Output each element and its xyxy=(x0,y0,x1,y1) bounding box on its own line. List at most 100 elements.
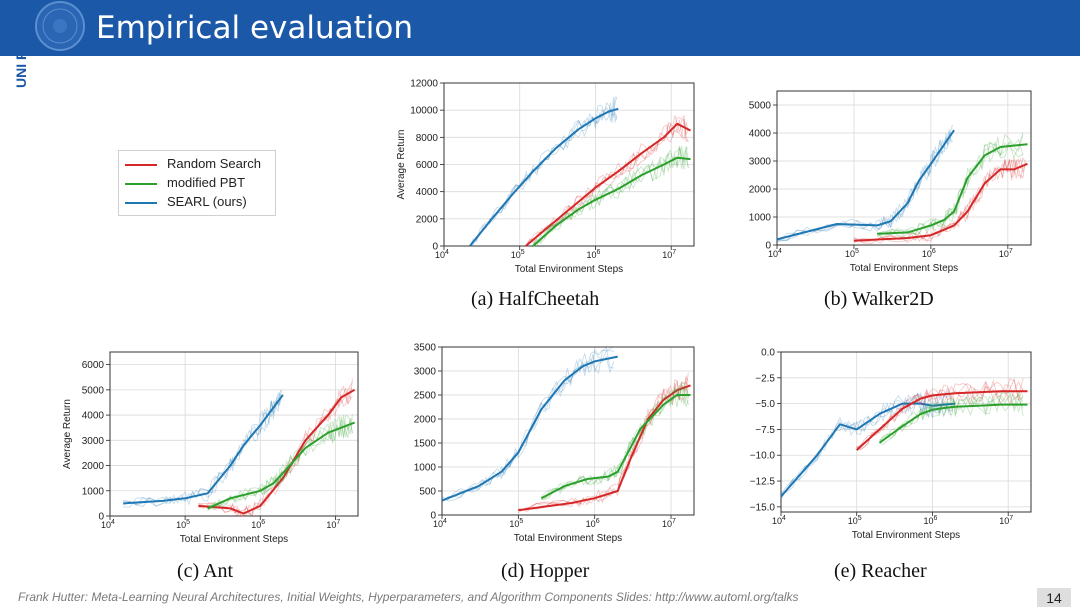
chart-4-x-axis-label: Total Environment Steps xyxy=(852,530,960,541)
chart-3-series-line-modified-pbt xyxy=(540,394,691,500)
chart-2-y-tick-label: 6000 xyxy=(82,360,105,371)
university-seal-icon xyxy=(35,1,85,51)
chart-4-series-line-searl-ours xyxy=(780,402,956,498)
chart-1-y-tick-label: 0 xyxy=(765,241,771,252)
chart-3-run-trace xyxy=(540,382,689,497)
chart-2-y-tick-label: 5000 xyxy=(82,385,105,396)
chart-1-axes-frame xyxy=(776,90,1032,246)
chart-4-y-tick-label: −10.0 xyxy=(750,451,776,462)
logo-text: UNI FREIBURG xyxy=(13,4,29,88)
legend-line-searl xyxy=(125,201,157,204)
legend-label-modified-pbt: modified PBT xyxy=(167,175,246,190)
chart-0-x-tick-label: 105 xyxy=(511,249,525,260)
chart-4-y-tick-label: −7.5 xyxy=(755,425,775,436)
chart-2-series-line-modified-pbt xyxy=(207,421,355,510)
chart-0-y-axis-label: Average Return xyxy=(396,130,407,200)
chart-0-y-tick-label: 2000 xyxy=(416,214,439,225)
caption-ant: (c) Ant xyxy=(177,560,234,582)
chart-1-run-trace xyxy=(876,133,1024,237)
chart-1-run-trace xyxy=(853,157,1026,243)
chart-0-series-line-random-search xyxy=(525,122,691,247)
chart-4-y-tick-label: −5.0 xyxy=(755,399,775,410)
chart-2-y-axis-label: Average Return xyxy=(62,399,73,469)
chart-1-series-line-searl-ours xyxy=(776,129,955,241)
chart-3-y-tick-label: 2000 xyxy=(414,415,437,426)
chart-2-series-line-searl-ours xyxy=(123,394,284,505)
caption-walker2d: (b) Walker2D xyxy=(824,288,934,310)
chart-0-y-tick-label: 8000 xyxy=(416,133,439,144)
chart-0-run-trace xyxy=(525,115,689,247)
chart-1-run-trace xyxy=(876,134,1024,239)
chart-0-y-tick-label: 12000 xyxy=(410,79,438,90)
slide-header xyxy=(0,0,1080,56)
chart-2-axes-frame xyxy=(109,351,359,517)
chart-4-y-tick-label: −12.5 xyxy=(750,477,776,488)
chart-0-run-trace xyxy=(532,145,689,246)
chart-1-x-tick-label: 106 xyxy=(922,248,936,259)
chart-3-x-axis-label: Total Environment Steps xyxy=(514,533,622,544)
legend-line-modified-pbt xyxy=(125,182,157,185)
chart-1-y-tick-label: 1000 xyxy=(749,213,772,224)
chart-2-plot-area xyxy=(110,352,358,516)
chart-1-run-trace xyxy=(776,133,953,243)
chart-2-y-tick-label: 0 xyxy=(98,512,104,523)
chart-4-run-trace xyxy=(879,391,1024,441)
chart-3-y-tick-label: 3500 xyxy=(414,343,437,354)
chart-4-y-tick-label: −2.5 xyxy=(755,373,775,384)
chart-0-y-tick-label: 0 xyxy=(432,242,438,253)
chart-1-run-trace xyxy=(876,132,1024,238)
chart-4-x-tick-label: 105 xyxy=(848,515,862,526)
chart-3-x-tick-label: 107 xyxy=(662,518,676,529)
chart-2-y-tick-label: 4000 xyxy=(82,411,105,422)
chart-3-y-tick-label: 1500 xyxy=(414,439,437,450)
chart-4-y-tick-label: −15.0 xyxy=(750,502,776,513)
chart-3-plot-area xyxy=(442,347,694,515)
chart-3-y-tick-label: 0 xyxy=(430,511,436,522)
chart-4-run-trace xyxy=(879,391,1024,444)
legend-item-random-search: Random Search xyxy=(125,155,261,173)
chart-0-x-tick-label: 107 xyxy=(662,249,676,260)
chart-2-y-tick-label: 1000 xyxy=(82,486,105,497)
chart-2-y-tick-label: 3000 xyxy=(82,436,105,447)
chart-3-y-tick-label: 2500 xyxy=(414,391,437,402)
chart-4-axes-frame xyxy=(780,351,1032,513)
chart-2-x-tick-label: 105 xyxy=(176,519,190,530)
caption-halfcheetah: (a) HalfCheetah xyxy=(471,288,600,310)
chart-3-x-tick-label: 105 xyxy=(509,518,523,529)
chart-4-series-line-modified-pbt xyxy=(878,403,1028,444)
university-logo: UNI FREIBURG xyxy=(13,4,29,88)
chart-3-y-tick-label: 500 xyxy=(419,487,436,498)
chart-1-y-tick-label: 5000 xyxy=(749,101,772,112)
chart-0-series-line-modified-pbt xyxy=(532,156,691,247)
chart-0-x-tick-label: 104 xyxy=(435,249,449,260)
chart-3-run-trace xyxy=(441,352,615,503)
chart-3-series-line-searl-ours xyxy=(441,355,618,502)
chart-2-x-tick-label: 106 xyxy=(251,519,265,530)
chart-1-series-line-modified-pbt xyxy=(877,143,1028,235)
chart-1-x-axis-label: Total Environment Steps xyxy=(850,263,958,274)
chart-1-y-tick-label: 4000 xyxy=(749,129,772,140)
chart-0-run-trace xyxy=(525,118,689,247)
chart-4-y-tick-label: 0.0 xyxy=(761,348,775,359)
chart-0-run-trace xyxy=(525,114,689,247)
legend-label-random-search: Random Search xyxy=(167,156,261,171)
chart-3-x-tick-label: 106 xyxy=(586,518,600,529)
chart-0-x-tick-label: 106 xyxy=(586,249,600,260)
legend-item-searl: SEARL (ours) xyxy=(125,193,247,211)
chart-0-x-axis-label: Total Environment Steps xyxy=(515,264,623,275)
chart-0-series-line-searl-ours xyxy=(469,107,619,247)
legend-item-modified-pbt: modified PBT xyxy=(125,174,245,192)
slide-title: Empirical evaluation xyxy=(96,10,413,46)
page-number: 14 xyxy=(1037,588,1071,607)
chart-2-run-trace xyxy=(198,378,353,517)
chart-2-series-line-random-search xyxy=(198,388,356,515)
chart-1-x-tick-label: 107 xyxy=(999,248,1013,259)
chart-1-run-trace xyxy=(853,159,1026,244)
chart-1-plot-area xyxy=(777,91,1031,245)
footer-credit: Frank Hutter: Meta-Learning Neural Archi… xyxy=(18,590,799,604)
chart-2-y-tick-label: 2000 xyxy=(82,461,105,472)
chart-1-y-tick-label: 2000 xyxy=(749,185,772,196)
chart-2-x-tick-label: 107 xyxy=(326,519,340,530)
chart-2-run-trace xyxy=(198,390,353,517)
